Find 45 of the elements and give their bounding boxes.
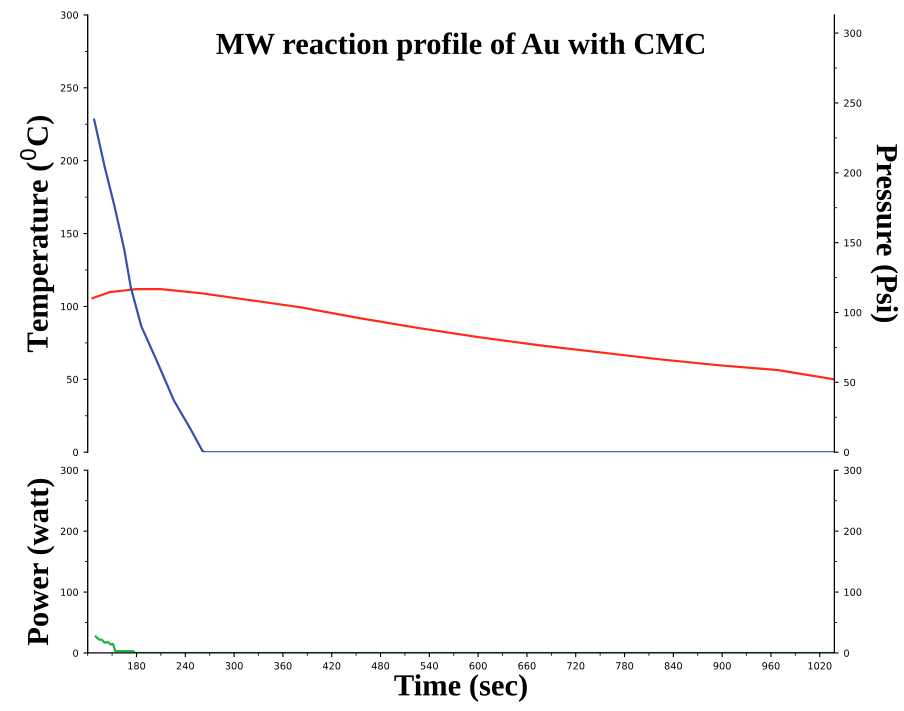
x-tick-label: 900: [713, 662, 731, 670]
y-tick-label: 100: [61, 588, 78, 596]
y2-tick-label: 50: [844, 378, 856, 386]
y-tick-label: 150: [61, 230, 78, 238]
y-axis-title: Temperature ($^{0}$C): [20, 116, 54, 352]
y-tick-label: 100: [61, 302, 78, 310]
y-tick-label: 0: [73, 448, 78, 456]
y-tick-label: 200: [60, 528, 78, 535]
x-tick-label: 480: [372, 662, 390, 670]
text: MW reaction profile of Au with CMC: [216, 32, 704, 60]
y-axis-title: Power (watt): [26, 478, 55, 646]
y2-tick-label: 300: [844, 30, 862, 37]
y-tick-label: 300: [60, 466, 78, 474]
y2-tick-label: 0: [844, 649, 849, 657]
x-tick-label: 240: [176, 662, 194, 670]
x-tick-label: 540: [420, 662, 438, 670]
y2-tick-label: 150: [844, 239, 862, 246]
x-tick-label: 780: [616, 662, 634, 670]
y-tick-label: 300: [60, 11, 78, 19]
y-tick-label: 200: [60, 157, 78, 165]
line-series: [93, 118, 834, 452]
line-series: [94, 635, 834, 653]
y2-tick-label: 0: [844, 448, 849, 456]
x-tick-label: 180: [128, 662, 146, 670]
y2-tick-label: 300: [844, 466, 862, 474]
x-tick-label: 300: [226, 662, 243, 670]
y-tick-label: 250: [60, 84, 78, 92]
x-tick-label: 600: [470, 662, 487, 670]
x-tick-label: 960: [762, 662, 780, 670]
y2-tick-label: 200: [844, 169, 862, 177]
y2-tick-label: 100: [844, 588, 862, 596]
x-tick-label: 660: [518, 662, 536, 670]
line-series: [91, 288, 834, 380]
x-tick-label: 840: [664, 662, 682, 670]
y2-tick-label: 200: [844, 528, 862, 535]
x-tick-label: 720: [567, 662, 584, 670]
y2-tick-label: 100: [844, 308, 862, 316]
y2-tick-label: 250: [844, 99, 862, 107]
y2-axis-title: Pressure (Psi): [870, 144, 898, 322]
y-tick-label: 0: [73, 649, 78, 657]
y-tick-label: 50: [67, 376, 78, 384]
x-axis-title: Time (sec): [394, 674, 527, 702]
x-tick-label: 420: [322, 662, 340, 670]
x-tick-label: 1020: [808, 662, 832, 670]
x-tick-label: 360: [274, 662, 292, 670]
